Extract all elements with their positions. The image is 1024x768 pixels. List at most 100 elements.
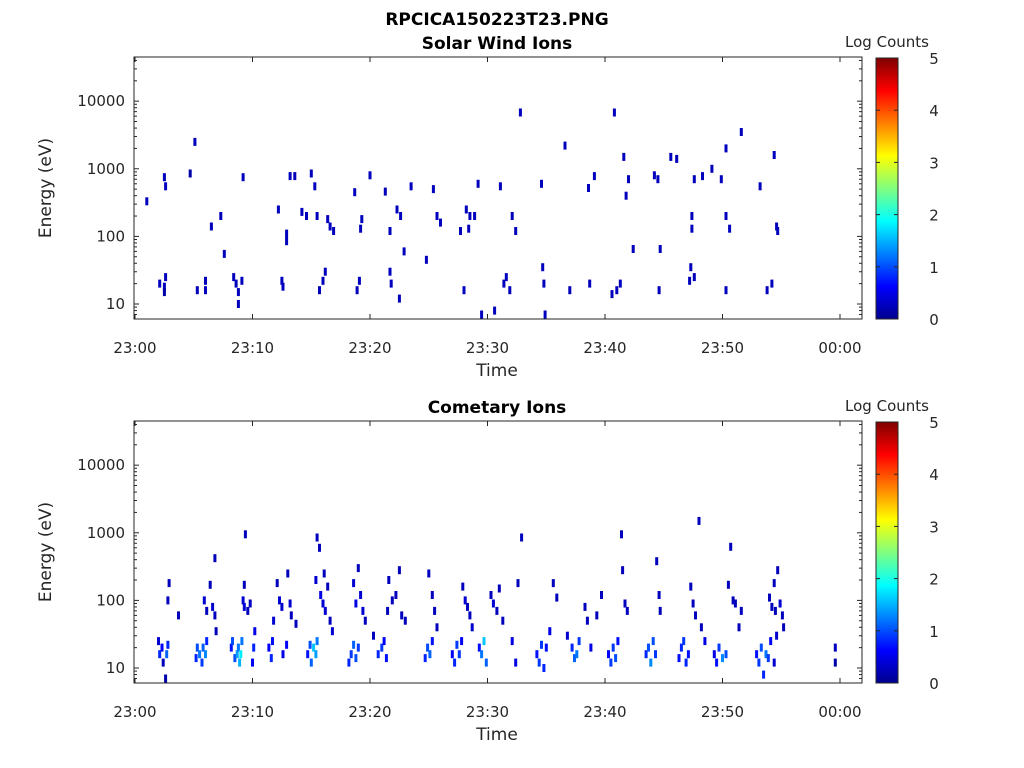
heatmap-cell [542, 279, 546, 288]
heatmap-cell [520, 533, 524, 542]
heatmap-cell [585, 616, 589, 625]
colorbar-label-cometary: Log Counts [845, 397, 929, 415]
panel-title-cometary: Cometary Ions [428, 398, 567, 418]
heatmap-cell [195, 286, 199, 295]
heatmap-cell [326, 215, 330, 224]
heatmap-cell [701, 172, 704, 181]
y-axis-label-solar-wind: Energy (eV) [36, 138, 56, 238]
heatmap-cell [694, 611, 697, 620]
heatmap-cell [721, 654, 724, 663]
heatmap-cell [618, 279, 622, 288]
x-tick-label: 23:20 [348, 703, 391, 721]
heatmap-cell [719, 175, 723, 184]
heatmap-cell [435, 623, 439, 632]
heatmap-cell [321, 599, 325, 608]
heatmap-cell [319, 591, 323, 599]
heatmap-cell [359, 591, 363, 599]
heatmap-cell [242, 602, 246, 611]
heatmap-cell [570, 643, 574, 652]
heatmap-cell [607, 650, 610, 659]
heatmap-cell [305, 212, 308, 220]
heatmap-cell [315, 533, 319, 542]
heatmap-cell [219, 212, 223, 220]
colorbar-ticks-cometary: 0 1 2 3 4 5 [876, 414, 939, 693]
heatmap-cell [623, 599, 627, 608]
plot-frame-solar-wind [133, 56, 863, 320]
heatmap-cell [383, 187, 387, 196]
heatmap-cell [368, 171, 372, 180]
heatmap-cell [328, 616, 332, 625]
heatmap-cell [460, 637, 464, 646]
x-tick-label: 23:40 [583, 339, 626, 357]
heatmap-cell [200, 658, 204, 667]
heatmap-cell [323, 606, 327, 615]
heatmap-cell [267, 643, 271, 652]
x-axis-label-cometary: Time [475, 725, 518, 745]
heatmap-cell [231, 637, 234, 646]
heatmap-cell [697, 516, 701, 525]
heatmap-cell [649, 658, 653, 667]
heatmap-cell [780, 611, 784, 620]
heatmap-cell [278, 596, 281, 605]
heatmap-cell [758, 182, 762, 191]
heatmap-cell [770, 279, 774, 288]
heatmap-cell [555, 593, 559, 602]
heatmap-cell [482, 637, 486, 646]
heatmap-cell [238, 658, 242, 667]
heatmap-cell [314, 650, 318, 659]
heatmap-cell [501, 616, 505, 625]
y-tick-label: 100 [96, 591, 125, 609]
heatmap-cell [686, 650, 690, 659]
heatmap-cell [399, 212, 403, 220]
heatmap-cell [778, 599, 782, 608]
heatmap-cell [459, 227, 462, 235]
heatmap-cell [157, 637, 160, 646]
heatmap-cell [625, 606, 629, 615]
heatmap-cell [510, 637, 514, 646]
heatmap-cell [193, 137, 197, 146]
heatmap-cell [426, 643, 430, 652]
heatmap-cell [473, 212, 477, 220]
heatmap-cell [234, 279, 238, 288]
colorbar-solar-wind [875, 57, 899, 320]
colorbar-tick-label: 3 [929, 518, 939, 536]
heatmap-cell [573, 654, 576, 663]
heatmap-cell [361, 606, 365, 615]
heatmap-cell [294, 619, 298, 628]
x-axis-solar-wind: 23:00 23:10 23:20 23:30 23:40 23:50 00:00 [113, 57, 862, 357]
heatmap-cell [352, 640, 356, 649]
heatmap-cell [587, 184, 590, 192]
heatmap-cell [600, 591, 603, 599]
heatmap-cell [356, 643, 360, 652]
heatmap-cell [710, 164, 714, 173]
heatmap-cell [610, 290, 614, 299]
y-tick-label: 10000 [77, 92, 125, 110]
heatmap-cell [691, 599, 695, 608]
y-tick-label: 100 [96, 227, 125, 245]
heatmap-cell [770, 602, 774, 611]
colorbar-tick-label: 0 [929, 311, 939, 329]
heatmap-cell [669, 152, 673, 161]
x-tick-label: 00:00 [818, 703, 861, 721]
heatmap-cell [480, 650, 484, 659]
heatmap-cell [589, 643, 593, 652]
heatmap-cell [775, 631, 779, 640]
heatmap-cell [318, 543, 321, 552]
heatmap-cell [309, 658, 313, 667]
heatmap-cell [715, 658, 719, 667]
heatmap-cell [402, 247, 406, 256]
heatmap-cell [194, 654, 198, 663]
heatmap-cell [363, 616, 367, 625]
heatmap-cell [201, 643, 205, 652]
colorbar-tick-label: 0 [929, 675, 939, 693]
heatmap-cell [240, 276, 244, 285]
heatmap-cell [462, 286, 466, 295]
y-axis-cometary: 10 100 1000 10000 [77, 423, 862, 684]
heatmap-cell [612, 108, 616, 117]
heatmap-cell [679, 643, 683, 652]
heatmap-cell [622, 152, 626, 161]
heatmap-cell [768, 593, 771, 602]
heatmap-cell [293, 172, 297, 181]
heatmap-cell [495, 606, 499, 615]
